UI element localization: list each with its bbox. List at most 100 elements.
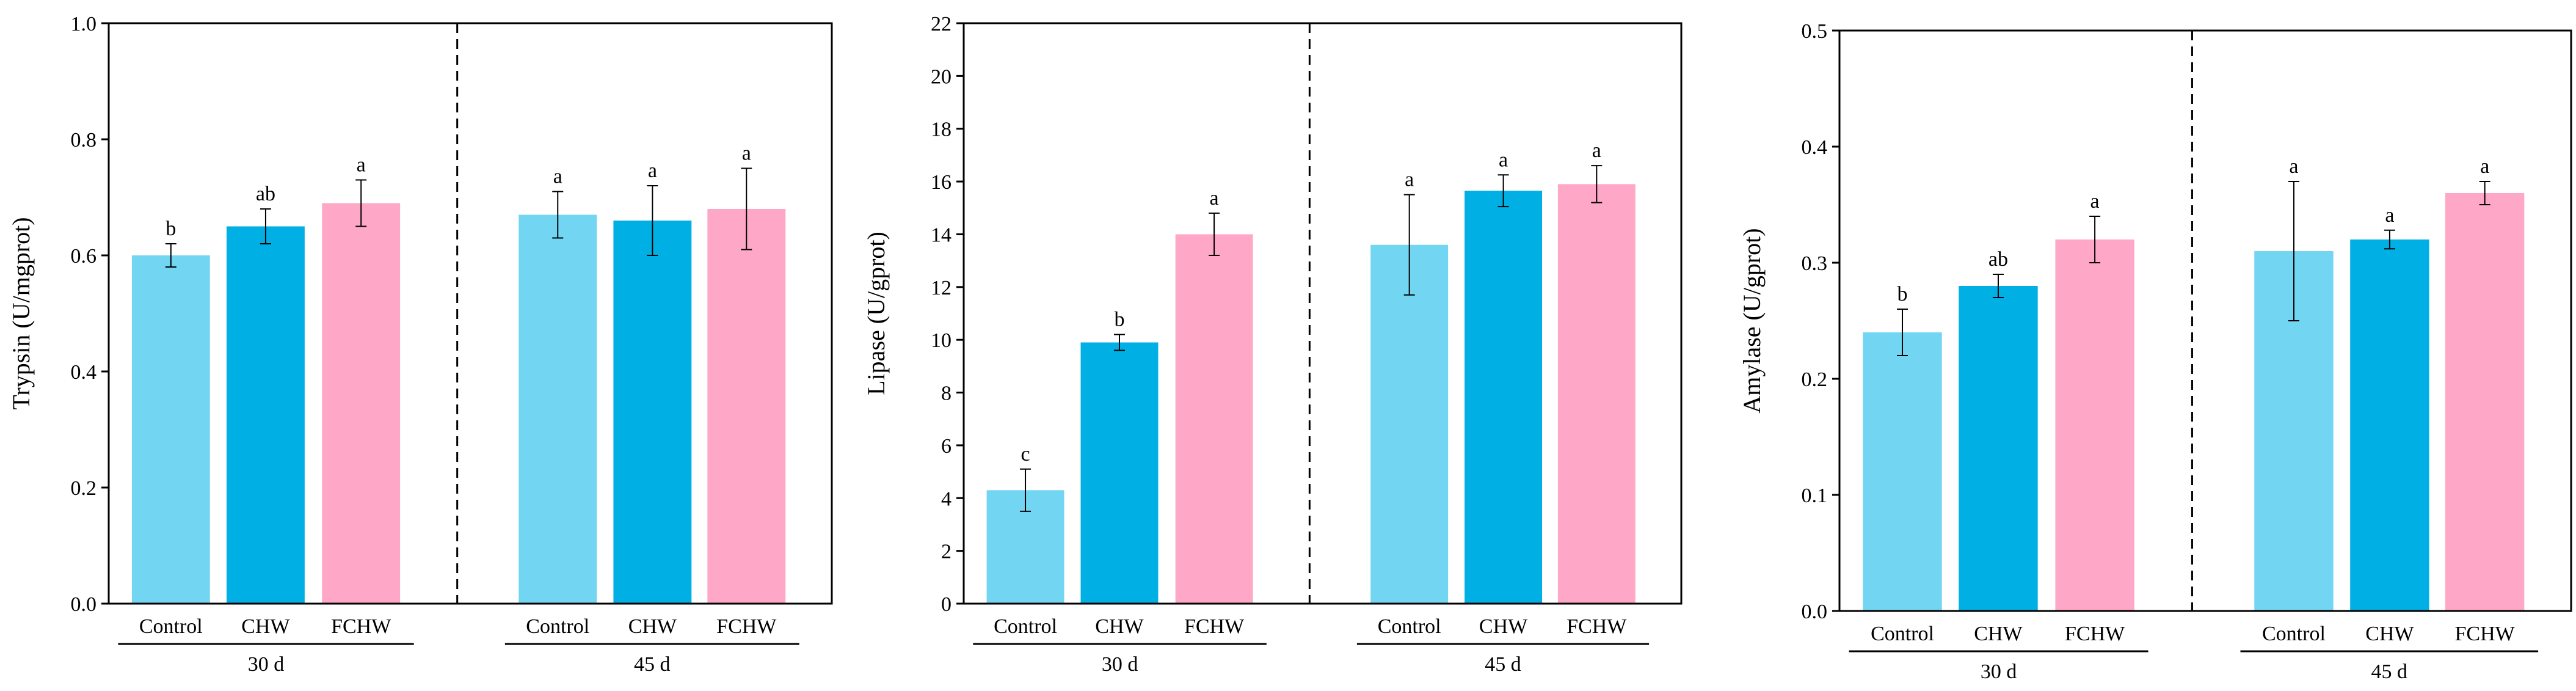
y-tick-label: 0.0 — [1802, 601, 1828, 623]
error-bar-fchw-45d — [1591, 165, 1603, 203]
significance-label: b — [1114, 309, 1124, 331]
y-tick-label: 0.0 — [71, 593, 97, 616]
y-tick-label: 0.5 — [1802, 20, 1828, 43]
x-tick-label: FCHW — [1184, 615, 1245, 638]
x-tick-label: CHW — [2365, 623, 2414, 645]
significance-label: a — [742, 142, 751, 165]
significance-label: a — [1499, 148, 1508, 171]
x-tick-label: FCHW — [2065, 623, 2125, 645]
bar-chw-45d — [613, 221, 692, 604]
chart-panel-2: c b a a a a 0 2 4 6 8 10 12 14 16 18 20 22 Lipase (U/gprot… — [862, 13, 1683, 676]
x-tick-label: Control — [2262, 623, 2326, 645]
y-tick-label: 22 — [931, 13, 951, 35]
error-bar-fchw-45d — [2479, 181, 2490, 205]
group-label: 45 d — [2371, 660, 2408, 683]
error-bar-control-30d — [1897, 309, 1908, 356]
x-tick-label: CHW — [241, 615, 290, 638]
y-tick-label: 10 — [931, 329, 951, 352]
error-bar-control-45d — [552, 191, 564, 239]
y-tick-label: 12 — [931, 277, 951, 299]
bar-fchw-30d — [2055, 239, 2134, 611]
bar-chw-45d — [1464, 191, 1543, 604]
x-tick-label: Control — [139, 615, 203, 638]
error-bar-control-30d — [165, 243, 176, 268]
error-bar-chw-30d — [1113, 334, 1125, 351]
y-tick-label: 6 — [941, 435, 951, 458]
error-bar-fchw-30d — [1209, 212, 1220, 256]
significance-label: c — [1021, 443, 1030, 466]
bar-control-30d — [1863, 332, 1942, 611]
y-tick-label: 0.3 — [1802, 252, 1828, 275]
axes-frame — [962, 22, 1683, 605]
y-axis-label: Lipase (U/gprot) — [862, 232, 890, 395]
y-tick-label: 18 — [931, 119, 951, 141]
x-tick-label: CHW — [1479, 615, 1528, 638]
axes-frame — [1838, 29, 2572, 612]
bar-control-45d — [518, 214, 597, 604]
y-tick-label: 0.2 — [71, 477, 97, 500]
group-label: 45 d — [634, 653, 671, 676]
bar-fchw-30d — [1175, 234, 1253, 604]
x-tick-label: FCHW — [716, 615, 777, 638]
x-tick-label: Control — [1378, 615, 1441, 638]
bar-fchw-45d — [2445, 193, 2525, 611]
bar-chw-30d — [1080, 342, 1159, 604]
significance-label: b — [166, 218, 176, 240]
y-tick-label: 16 — [931, 171, 951, 194]
x-tick-label: CHW — [1974, 623, 2023, 645]
error-bar-fchw-30d — [355, 179, 367, 227]
error-bar-control-45d — [2288, 181, 2299, 321]
significance-label: a — [2385, 204, 2394, 227]
error-bar-chw-30d — [1992, 274, 2004, 298]
y-tick-label: 20 — [931, 65, 951, 88]
significance-label: a — [2090, 190, 2100, 213]
y-tick-label: 0.4 — [1802, 136, 1828, 159]
y-tick-label: 0.4 — [71, 361, 97, 384]
bar-fchw-45d — [1557, 184, 1635, 604]
error-bar-control-45d — [1403, 194, 1415, 296]
significance-label: a — [648, 159, 657, 182]
significance-label: a — [2480, 155, 2489, 178]
significance-label: a — [1405, 169, 1414, 191]
bar-chw-30d — [1959, 286, 2038, 611]
y-tick-label: 4 — [941, 488, 951, 510]
x-tick-label: CHW — [628, 615, 677, 638]
bar-control-30d — [131, 255, 210, 604]
y-tick-label: 0.1 — [1802, 484, 1828, 507]
bar-chw-45d — [2350, 239, 2429, 611]
x-tick-label: FCHW — [2455, 623, 2516, 645]
group-label: 30 d — [1981, 660, 2017, 683]
error-bar-chw-45d — [1497, 174, 1509, 208]
group-label: 45 d — [1485, 653, 1521, 676]
y-tick-label: 14 — [931, 224, 951, 246]
y-tick-label: 1.0 — [71, 13, 97, 35]
group-label: 30 d — [1102, 653, 1138, 676]
x-tick-label: FCHW — [331, 615, 391, 638]
bar-fchw-45d — [707, 209, 786, 604]
bar-control-45d — [1370, 244, 1449, 604]
y-tick-label: 0.2 — [1802, 368, 1828, 391]
axes-frame — [107, 22, 833, 605]
significance-label: ab — [256, 183, 275, 205]
y-tick-label: 0.8 — [71, 129, 97, 152]
y-tick-label: 2 — [941, 541, 951, 563]
y-tick-label: 8 — [941, 382, 951, 405]
error-bar-control-30d — [1020, 468, 1031, 512]
bar-chw-30d — [226, 226, 305, 604]
y-tick-label: 0 — [941, 593, 951, 616]
significance-label: a — [553, 166, 562, 188]
error-bar-chw-45d — [2384, 229, 2395, 250]
x-tick-label: Control — [1871, 623, 1934, 645]
chart-panel-1: b ab a a a a 0.0 0.2 0.4 0.6 0.8 1.0 Trypsin (U/mgpr… — [7, 13, 833, 676]
significance-label: a — [1210, 187, 1219, 210]
y-tick-label: 0.6 — [71, 245, 97, 268]
significance-label: a — [2289, 155, 2298, 178]
y-axis-label: Trypsin (U/mgprot) — [7, 217, 35, 409]
error-bar-fchw-45d — [741, 167, 752, 250]
error-bar-chw-30d — [260, 208, 271, 244]
significance-label: ab — [1988, 248, 2008, 271]
bar-fchw-30d — [322, 203, 401, 604]
x-tick-label: CHW — [1095, 615, 1144, 638]
error-bar-chw-45d — [647, 185, 658, 256]
